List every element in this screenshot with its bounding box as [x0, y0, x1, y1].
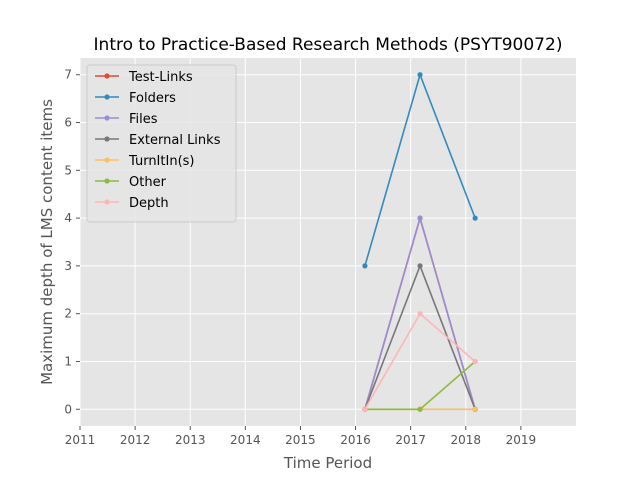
legend-marker [104, 157, 110, 163]
legend-marker [104, 115, 110, 121]
legend-label: External Links [129, 133, 221, 148]
legend-label: Test-Links [128, 70, 193, 85]
x-tick-label: 2012 [120, 433, 151, 447]
legend-box [86, 64, 237, 223]
x-tick-label: 2017 [395, 433, 426, 447]
y-tick-label: 5 [64, 163, 72, 177]
data-point-depth [417, 311, 423, 317]
data-point-other [417, 406, 423, 412]
legend-label: Folders [129, 91, 176, 106]
legend-marker [104, 199, 110, 205]
legend-marker [104, 73, 110, 79]
y-tick-label: 2 [64, 307, 72, 321]
legend-marker [104, 178, 110, 184]
legend-item: Other [95, 175, 167, 190]
x-tick-label: 2016 [340, 433, 371, 447]
legend-item: Folders [95, 91, 176, 106]
y-axis-ticks: 0 1 2 3 4 5 6 7 [64, 68, 80, 416]
data-point-folders [472, 215, 478, 221]
y-axis-label: Maximum depth of LMS content items [38, 99, 56, 385]
x-axis-label: Time Period [283, 454, 372, 472]
x-tick-label: 2015 [285, 433, 316, 447]
y-tick-label: 0 [64, 402, 72, 416]
data-point-external-links [417, 263, 423, 269]
data-point-turnitin-s [472, 406, 478, 412]
data-point-files [417, 215, 423, 221]
y-tick-label: 7 [64, 68, 72, 82]
y-tick-label: 1 [64, 354, 72, 368]
x-tick-label: 2011 [65, 433, 96, 447]
legend-label: TurnItIn(s) [128, 154, 194, 169]
legend-item: Files [95, 112, 158, 127]
chart-title: Intro to Practice-Based Research Methods… [94, 35, 563, 55]
legend-item: External Links [95, 133, 221, 148]
y-tick-label: 6 [64, 116, 72, 130]
legend: Test-Links Folders Files External Links Turn… [86, 64, 237, 223]
data-point-folders [417, 72, 423, 78]
legend-label: Depth [129, 196, 169, 211]
x-tick-label: 2014 [230, 433, 261, 447]
series-depth [362, 311, 478, 412]
legend-item: TurnItIn(s) [95, 154, 194, 169]
data-point-depth [362, 406, 368, 412]
legend-marker [104, 94, 110, 100]
x-tick-label: 2019 [506, 433, 537, 447]
x-tick-label: 2018 [451, 433, 482, 447]
series-folders [362, 72, 478, 269]
x-axis-ticks: 2011 2012 2013 2014 2015 2016 2017 2018 2019 [65, 426, 536, 447]
x-tick-label: 2013 [175, 433, 206, 447]
legend-marker [104, 136, 110, 142]
y-tick-label: 3 [64, 259, 72, 273]
legend-item: Depth [95, 196, 169, 211]
legend-label: Files [129, 112, 158, 127]
gridlines [79, 58, 576, 426]
data-point-depth [472, 358, 478, 365]
data-point-folders [362, 263, 368, 269]
legend-label: Other [129, 175, 167, 190]
series-layer [362, 72, 478, 412]
y-tick-label: 4 [64, 211, 72, 225]
legend-item: Test-Links [95, 70, 193, 85]
